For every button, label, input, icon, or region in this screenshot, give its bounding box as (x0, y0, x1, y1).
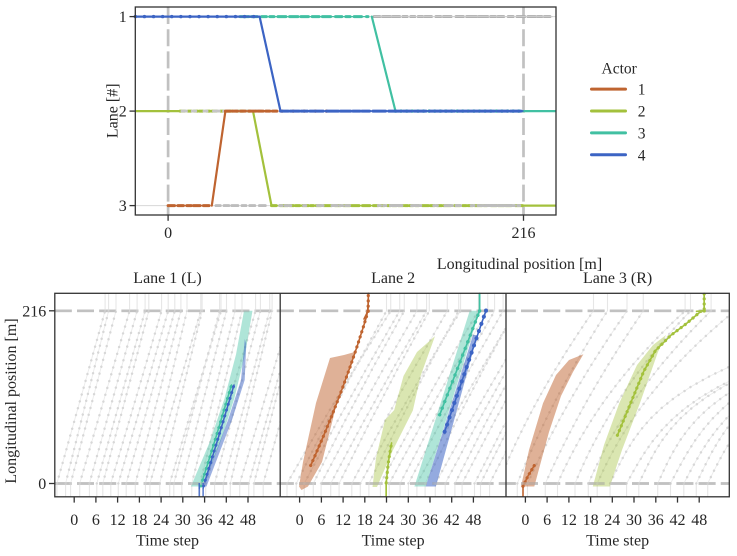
svg-text:Longitudinal position [m]: Longitudinal position [m] (437, 256, 602, 273)
svg-text:2: 2 (119, 104, 127, 121)
svg-text:Lane 3 (R): Lane 3 (R) (583, 270, 652, 287)
svg-text:6: 6 (543, 512, 551, 529)
svg-text:3: 3 (119, 198, 127, 215)
svg-text:1: 1 (119, 9, 127, 26)
svg-text:42: 42 (218, 512, 234, 529)
svg-text:6: 6 (92, 512, 100, 529)
svg-text:36: 36 (197, 512, 213, 529)
svg-text:Actor: Actor (602, 61, 638, 78)
svg-text:0: 0 (296, 512, 304, 529)
svg-text:Lane [#]: Lane [#] (105, 83, 122, 138)
svg-text:2: 2 (638, 104, 646, 121)
svg-text:36: 36 (422, 512, 438, 529)
svg-text:12: 12 (110, 512, 126, 529)
svg-text:4: 4 (638, 147, 646, 164)
svg-text:0: 0 (70, 512, 78, 529)
svg-text:Time step: Time step (136, 533, 199, 550)
svg-text:12: 12 (561, 512, 577, 529)
svg-text:Lane 1 (L): Lane 1 (L) (133, 270, 201, 287)
svg-text:36: 36 (648, 512, 664, 529)
svg-text:18: 18 (131, 512, 147, 529)
svg-text:6: 6 (317, 512, 325, 529)
svg-text:0: 0 (521, 512, 529, 529)
svg-text:0: 0 (164, 225, 172, 242)
svg-text:42: 42 (670, 512, 686, 529)
svg-text:48: 48 (240, 512, 256, 529)
svg-text:Time step: Time step (362, 533, 425, 550)
svg-text:1: 1 (638, 82, 646, 99)
svg-text:48: 48 (465, 512, 481, 529)
svg-text:18: 18 (357, 512, 373, 529)
svg-text:18: 18 (583, 512, 599, 529)
svg-text:24: 24 (379, 512, 395, 529)
svg-text:48: 48 (691, 512, 707, 529)
svg-text:24: 24 (604, 512, 620, 529)
svg-text:12: 12 (335, 512, 351, 529)
svg-text:Longitudinal position [m]: Longitudinal position [m] (3, 318, 20, 483)
svg-text:0: 0 (38, 476, 46, 493)
svg-text:216: 216 (22, 303, 46, 320)
svg-text:30: 30 (626, 512, 642, 529)
svg-text:216: 216 (512, 225, 536, 242)
svg-text:24: 24 (153, 512, 169, 529)
svg-text:Lane 2: Lane 2 (371, 270, 415, 287)
svg-text:30: 30 (175, 512, 191, 529)
svg-text:30: 30 (400, 512, 416, 529)
svg-text:42: 42 (444, 512, 460, 529)
svg-text:Time step: Time step (586, 533, 649, 550)
svg-text:3: 3 (638, 125, 646, 142)
